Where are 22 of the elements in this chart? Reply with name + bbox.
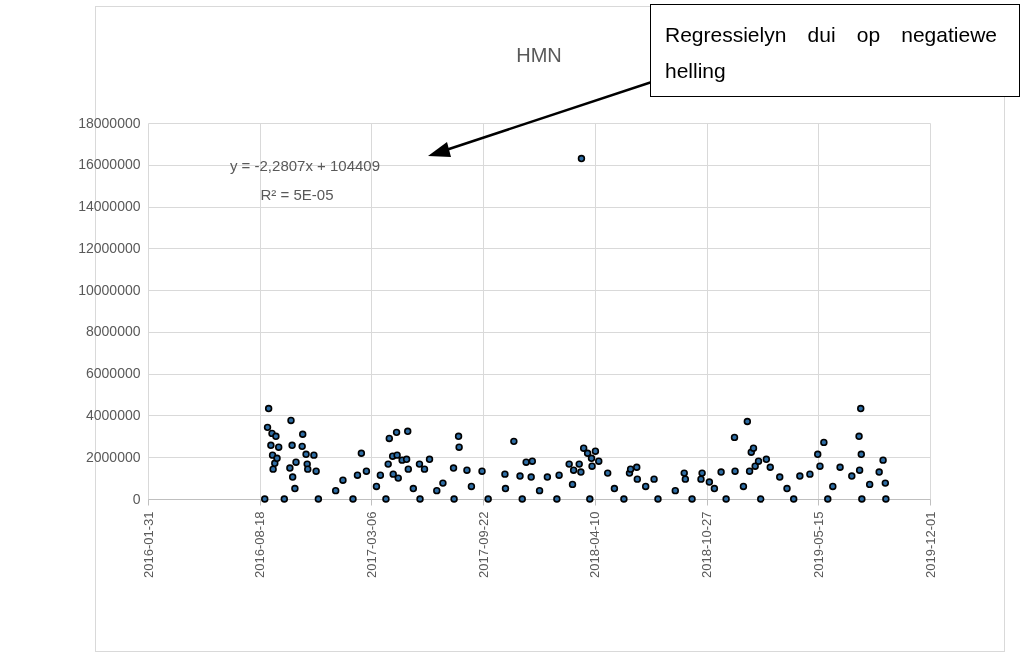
y-tick-label: 16000000: [78, 156, 141, 173]
x-tick-label: 2019-05-15: [810, 511, 826, 578]
chart-title: HMN: [516, 44, 562, 66]
x-tick-label: 2019-12-01: [922, 511, 938, 578]
annotation: y = -2,2807x + 104409: [229, 157, 381, 174]
x-tick-label: 2016-08-18: [252, 511, 268, 578]
y-tick-label: 6000000: [85, 365, 141, 382]
y-tick-label: 10000000: [78, 281, 141, 298]
x-tick-label: 2017-03-06: [363, 511, 379, 578]
y-tick-label: 0: [132, 490, 141, 507]
y-tick-label: 4000000: [85, 406, 141, 423]
text: Regressielyn dui op negatiewe helling: [650, 4, 1020, 97]
y-tick-label: 12000000: [78, 239, 141, 256]
x-tick-label: 2018-10-27: [699, 511, 715, 578]
y-tick-label: 2000000: [85, 448, 141, 465]
y-tick-label: 8000000: [85, 323, 141, 340]
y-tick-label: 14000000: [78, 198, 141, 215]
x-tick-label: 2017-09-22: [475, 511, 491, 578]
annotation: R² = 5E-05: [260, 186, 334, 203]
x-tick-label: 2016-01-31: [140, 511, 156, 578]
x-tick-label: 2018-04-10: [587, 511, 603, 578]
y-tick-label: 18000000: [78, 114, 141, 131]
